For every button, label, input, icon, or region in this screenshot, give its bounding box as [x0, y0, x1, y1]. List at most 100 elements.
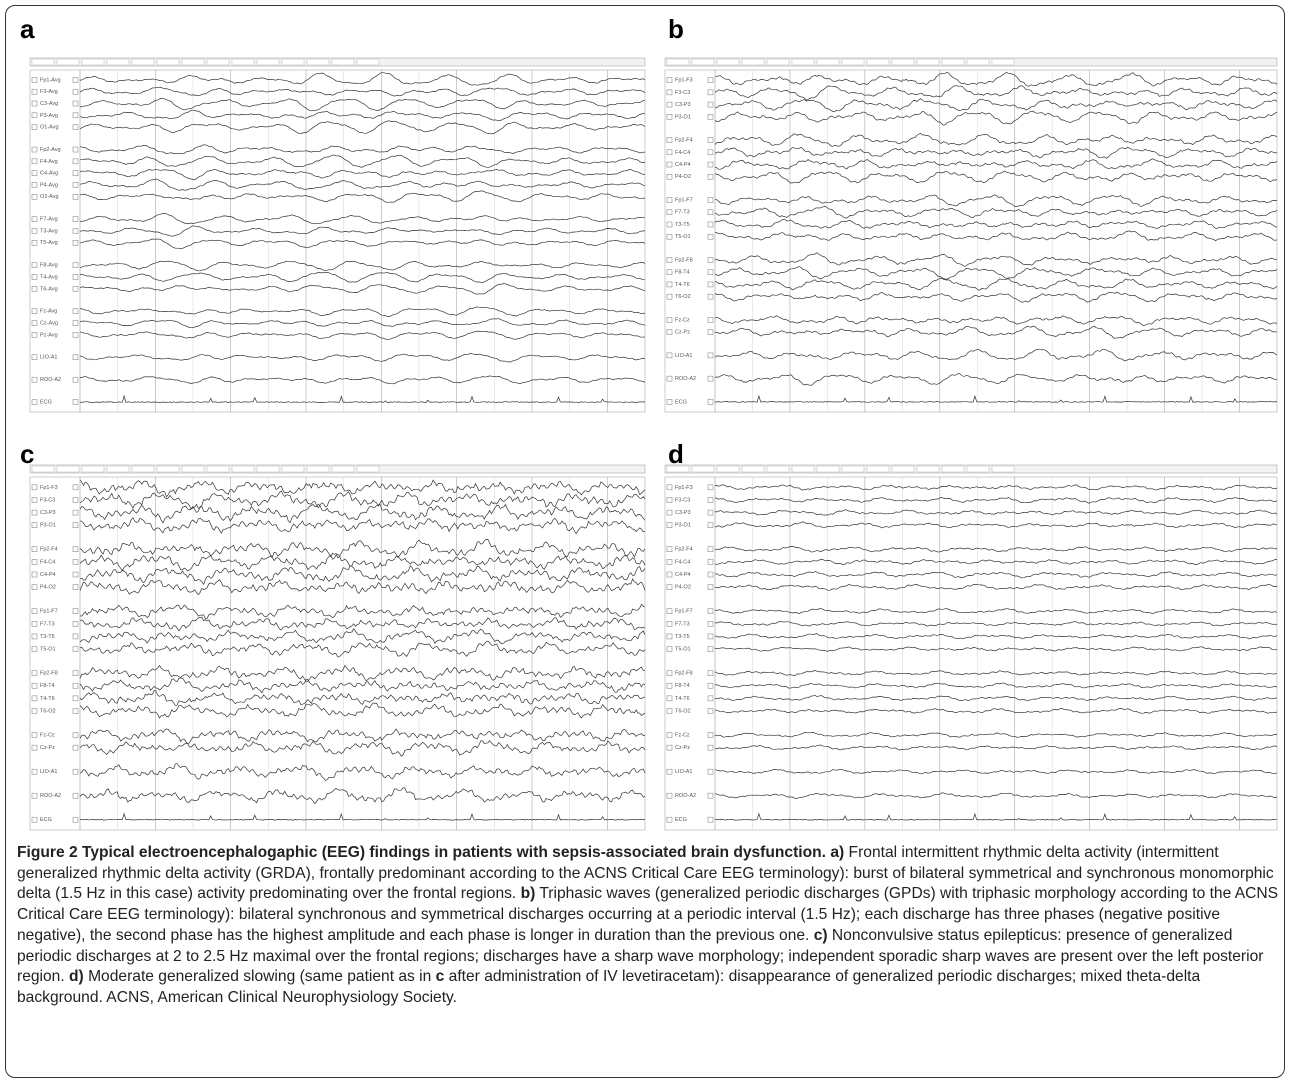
channel-label: F4-C4 — [675, 150, 690, 156]
channel-label: F8-Avg — [40, 263, 58, 269]
channel-label: P4-Avg — [40, 182, 58, 188]
eeg-panel: a Fp1-Avg F3-Avg C3-Avg P3-Avg O1-Avg Fp2-Avg F… — [20, 14, 646, 413]
eeg-trace — [714, 394, 1278, 403]
channel-icon — [666, 399, 673, 405]
channel-icon — [707, 816, 714, 823]
caption-text: c) — [813, 926, 828, 944]
channel-icon — [707, 209, 714, 215]
channel-icon — [666, 497, 673, 503]
channel-icon — [31, 146, 38, 153]
eeg-trace — [79, 565, 646, 586]
toolbar-button — [941, 465, 965, 473]
channel-icon — [72, 816, 79, 823]
channel-icon — [707, 732, 714, 738]
toolbar-button — [916, 465, 940, 473]
channel-icon — [72, 509, 79, 516]
channel-label: LIO-A1 — [40, 355, 57, 361]
channel-icon — [707, 233, 714, 240]
channel-label: T6-O2 — [675, 708, 691, 714]
channel-icon — [666, 137, 673, 143]
channel-label: ROO-A2 — [675, 793, 696, 799]
toolbar-button — [131, 465, 155, 473]
eeg-trace — [714, 315, 1277, 327]
channel-icon — [707, 546, 714, 552]
channel-label: C4-Avg — [40, 171, 58, 177]
eeg-trace — [714, 219, 1277, 229]
eeg-trace — [714, 571, 1278, 579]
channel-icon — [707, 77, 714, 83]
channel-label: F7-T3 — [675, 621, 690, 627]
channel-icon — [707, 792, 714, 799]
channel-icon — [31, 708, 38, 714]
eeg-trace — [79, 503, 646, 524]
channel-icon — [72, 376, 79, 383]
eeg-area — [29, 476, 646, 831]
channel-icon — [31, 228, 38, 234]
channel-icon — [31, 182, 38, 188]
channel-icon — [72, 732, 79, 738]
channel-label: Fp1-F7 — [675, 197, 693, 203]
channel-icon — [72, 274, 79, 280]
toolbar-button — [916, 58, 940, 66]
channel-icon — [707, 161, 714, 168]
eeg-trace — [79, 812, 646, 821]
channel-icon — [72, 571, 79, 578]
toolbar-button — [256, 465, 280, 473]
channel-label: O1-Avg — [40, 125, 59, 131]
channel-label: Fz-Avg — [40, 309, 57, 315]
toolbar-button — [816, 58, 840, 66]
caption-text: b) — [520, 885, 536, 903]
toolbar-button — [941, 58, 965, 66]
eeg-trace — [714, 266, 1278, 280]
eeg-trace — [714, 708, 1278, 714]
channel-label: C3-Avg — [40, 101, 58, 107]
panel-letter: a — [20, 14, 35, 44]
channel-icon — [707, 101, 714, 108]
channel-icon — [72, 320, 79, 326]
eeg-trace — [714, 325, 1278, 339]
eeg-trace — [79, 190, 646, 203]
toolbar-button — [791, 58, 815, 66]
channel-label: T5-O1 — [675, 234, 691, 240]
eeg-trace — [714, 546, 1278, 553]
channel-label: ROO-A2 — [40, 377, 61, 383]
eeg-trace — [79, 168, 646, 180]
toolbar-button — [106, 465, 130, 473]
channel-icon — [666, 768, 673, 775]
channel-icon — [31, 484, 38, 491]
channel-label: Cz-Avg — [40, 320, 58, 326]
channel-icon — [72, 646, 79, 652]
channel-icon — [707, 682, 714, 689]
channel-icon — [31, 308, 38, 314]
channel-label: F7-T3 — [675, 210, 690, 216]
channel-icon — [707, 559, 714, 565]
channel-icon — [707, 522, 714, 528]
eeg-trace — [79, 213, 645, 225]
eeg-trace — [714, 792, 1278, 799]
channel-icon — [707, 375, 714, 382]
channel-icon — [31, 216, 38, 222]
channel-icon — [72, 262, 79, 268]
channel-icon — [666, 352, 673, 359]
channel-label: T4-Avg — [40, 274, 58, 280]
channel-icon — [707, 646, 714, 652]
toolbar-button — [156, 58, 180, 66]
eeg-trace — [714, 744, 1278, 751]
toolbar-button — [691, 465, 715, 473]
channel-icon — [31, 646, 38, 652]
channel-icon — [666, 293, 673, 300]
eeg-trace — [715, 646, 1278, 653]
channel-icon — [31, 77, 38, 83]
eeg-trace — [714, 670, 1278, 676]
channel-icon — [72, 193, 79, 200]
eeg-trace — [714, 373, 1278, 386]
eeg-trace — [79, 238, 646, 249]
toolbar-button — [56, 465, 80, 473]
channel-icon — [707, 149, 714, 156]
channel-icon — [31, 744, 38, 751]
channel-icon — [31, 100, 38, 107]
panel-letter: c — [20, 439, 34, 469]
channel-label: O2-Avg — [40, 194, 59, 200]
eeg-trace — [79, 86, 646, 97]
eeg-trace — [79, 640, 646, 658]
